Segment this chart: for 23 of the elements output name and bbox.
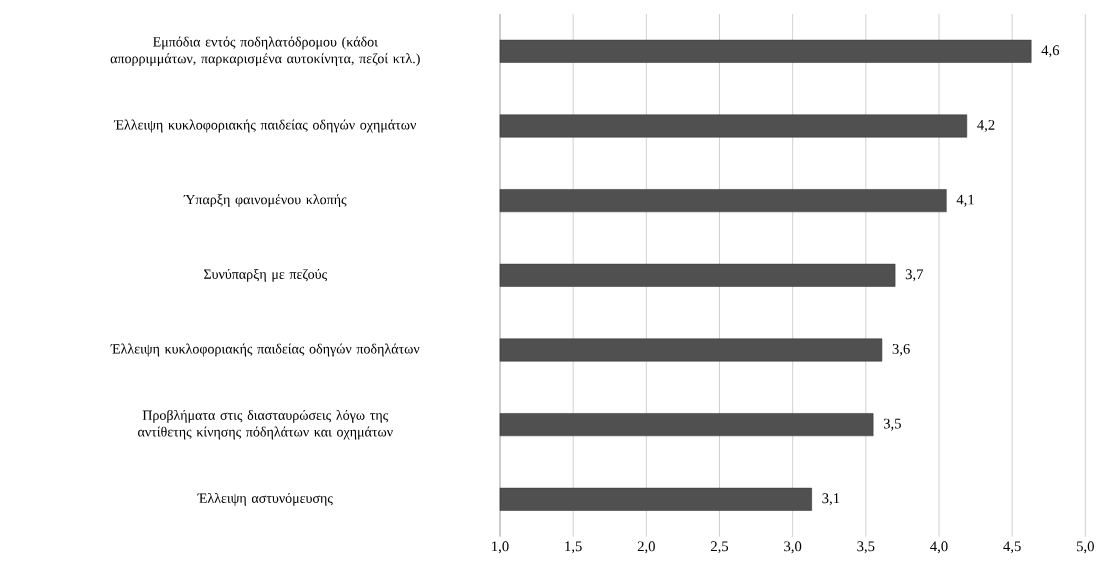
data-label: 3,1 bbox=[822, 493, 840, 506]
x-tick-label: 5,0 bbox=[1077, 541, 1094, 554]
x-tick-label: 4,5 bbox=[1003, 541, 1021, 554]
y-tick-label: Έλλειψη αστυνόμευσης bbox=[197, 492, 333, 506]
x-tick-label: 3,0 bbox=[784, 541, 802, 554]
y-tick-label: Έλλειψη κυκλοφοριακής παιδείας οδηγών οχημάτων bbox=[113, 119, 417, 133]
data-label: 3,7 bbox=[905, 269, 924, 282]
y-tick-label: Προβλήματα στις διασταυρώσεις λόγω της αντίθετης κίνησης πόδηλάτων και οχημάτων bbox=[138, 409, 393, 440]
data-label: 4,1 bbox=[956, 194, 974, 207]
x-tick-label: 2,5 bbox=[710, 541, 729, 554]
data-label: 4,2 bbox=[977, 120, 995, 132]
y-tick-label: Έλλειψη κυκλοφοριακής παιδείας οδηγών ποδηλάτων bbox=[110, 343, 420, 357]
data-label: 3,5 bbox=[883, 418, 901, 431]
y-tick-label: Εμπόδια εντός ποδηλατόδρομου (κάδοι απορριμμάτων, παρκαρισμένα αυτοκίνητα, πεζοί κτλ.) bbox=[110, 36, 420, 67]
data-label: 4,6 bbox=[1041, 45, 1060, 58]
y-tick-label: Συνύπαρξη με πεζούς bbox=[203, 268, 327, 282]
x-tick-label: 1,5 bbox=[565, 541, 582, 554]
x-tick-label: 2,0 bbox=[637, 541, 655, 554]
x-tick-label: 1,0 bbox=[492, 541, 509, 554]
x-tick-label: 4,0 bbox=[930, 541, 948, 554]
data-label: 3,6 bbox=[892, 344, 910, 356]
y-tick-label: Ύπαρξη φαινομένου κλοπής bbox=[183, 194, 347, 208]
x-tick-label: 3,5 bbox=[857, 541, 875, 554]
